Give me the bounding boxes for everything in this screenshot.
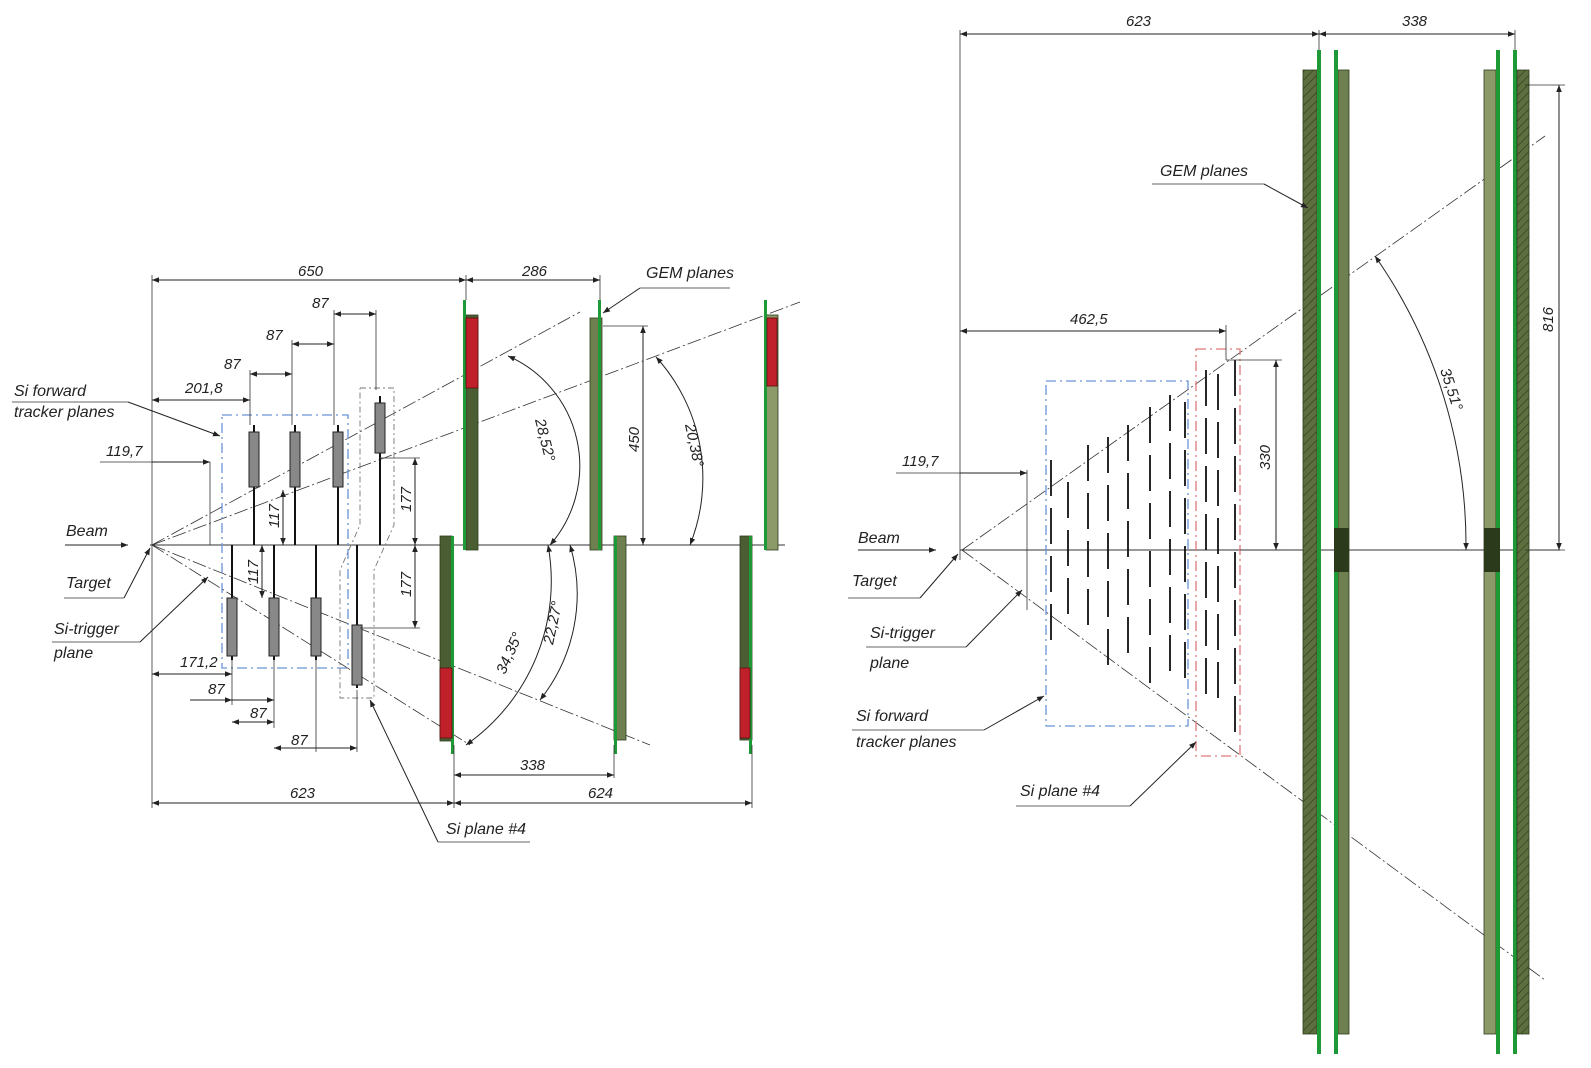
right-label-si-trigger-2: plane [869,655,909,672]
left-label-beam: Beam [66,523,108,540]
left-dim-623: 623 [290,785,316,802]
left-label-gem-planes: GEM planes [646,265,734,282]
right-si-strips [1050,360,1236,732]
left-gem-red-1-bot [439,667,453,739]
right-label-si-forward-1: Si forward [856,708,929,725]
left-gem-strip-2-top [598,300,601,550]
left-ray-4 [151,544,651,746]
right-forward-tracker-box [1045,380,1189,727]
right-label-si-forward-2: tracker planes [856,734,957,751]
left-gem-strip-1-top [463,300,466,550]
left-plane4-box [339,387,395,699]
left-dim-87-bot-a: 87 [208,681,225,698]
right-label-gem-planes: GEM planes [1160,163,1248,180]
right-plane4-box [1195,348,1241,757]
left-gem-red-3-bot [739,667,751,739]
right-dim-330: 330 [1257,444,1274,470]
left-label-si-forward-2: tracker planes [14,404,115,421]
left-gem-strip-2-bot [614,536,617,754]
left-ray-1 [151,311,581,546]
right-view: 623 338 462,5 119,7 330 816 35,51° GEM p… [848,13,1565,1054]
right-dim-119-7: 119,7 [902,453,939,470]
left-dim-177-up: 177 [398,486,415,512]
left-dim-177-down: 177 [398,571,415,597]
right-dim-462-5: 462,5 [1070,311,1108,328]
right-gem-hole-1 [1334,528,1349,572]
right-angle-35-51: 35,51° [1436,366,1466,413]
left-label-si-plane4: Si plane #4 [446,821,526,838]
left-dim-119-7: 119,7 [106,443,143,460]
right-ray-down [961,549,1546,981]
left-dim-338: 338 [520,757,546,774]
left-dim-117-down: 117 [245,559,262,584]
left-dim-87-top-c: 87 [224,356,241,373]
right-gem-strip-1 [1317,50,1321,1054]
left-label-si-forward-1: Si forward [14,383,87,400]
left-dim-286: 286 [521,263,548,280]
left-angle-28-52: 28,52° [531,416,558,463]
left-gem-red-1-top [465,317,479,389]
right-gem-plate-4 [1516,69,1530,1035]
left-gem-strip-1-bot [451,536,454,754]
right-gem-strip-4 [1513,50,1517,1054]
right-label-si-plane4: Si plane #4 [1020,783,1100,800]
right-ray-up [961,135,1546,551]
left-label-si-trigger-2: plane [53,645,93,662]
left-dim-171-2: 171,2 [180,654,218,671]
left-angle-34-35: 34,35° [493,630,526,677]
right-gem-hole-2 [1484,528,1500,572]
left-angle-22-27: 22,27° [540,600,566,647]
left-ray-2 [151,301,801,546]
left-view: 650 286 87 87 87 201,8 119,7 117 117 1 [12,263,801,843]
left-dim-87-bot-b: 87 [250,705,267,722]
right-dim-623: 623 [1126,13,1152,30]
left-forward-tracker-box [221,414,349,669]
left-dim-624: 624 [588,785,613,802]
left-gem-red-3-top [766,317,778,387]
left-dim-650: 650 [298,263,324,280]
left-lower-detectors [226,545,363,688]
left-gem-strip-3-top [764,300,767,550]
right-label-beam: Beam [858,530,900,547]
left-dim-87-top-a: 87 [312,295,329,312]
left-gem-strip-3-bot [749,536,752,754]
left-dim-201-8: 201,8 [184,380,223,397]
left-angle-20-38: 20,38° [681,421,707,468]
left-dim-87-top-b: 87 [266,327,283,344]
right-dim-816: 816 [1540,306,1557,332]
left-dim-450: 450 [626,426,643,452]
left-dim-117-up: 117 [266,503,283,528]
right-dim-338: 338 [1402,13,1428,30]
left-label-si-trigger-1: Si-trigger [54,621,120,638]
right-gem-plate-1 [1302,69,1318,1035]
left-upper-detectors [248,396,386,545]
left-label-target: Target [66,575,111,592]
right-label-si-trigger-1: Si-trigger [870,625,936,642]
left-dim-87-bot-c: 87 [291,732,308,749]
right-label-target: Target [852,573,897,590]
